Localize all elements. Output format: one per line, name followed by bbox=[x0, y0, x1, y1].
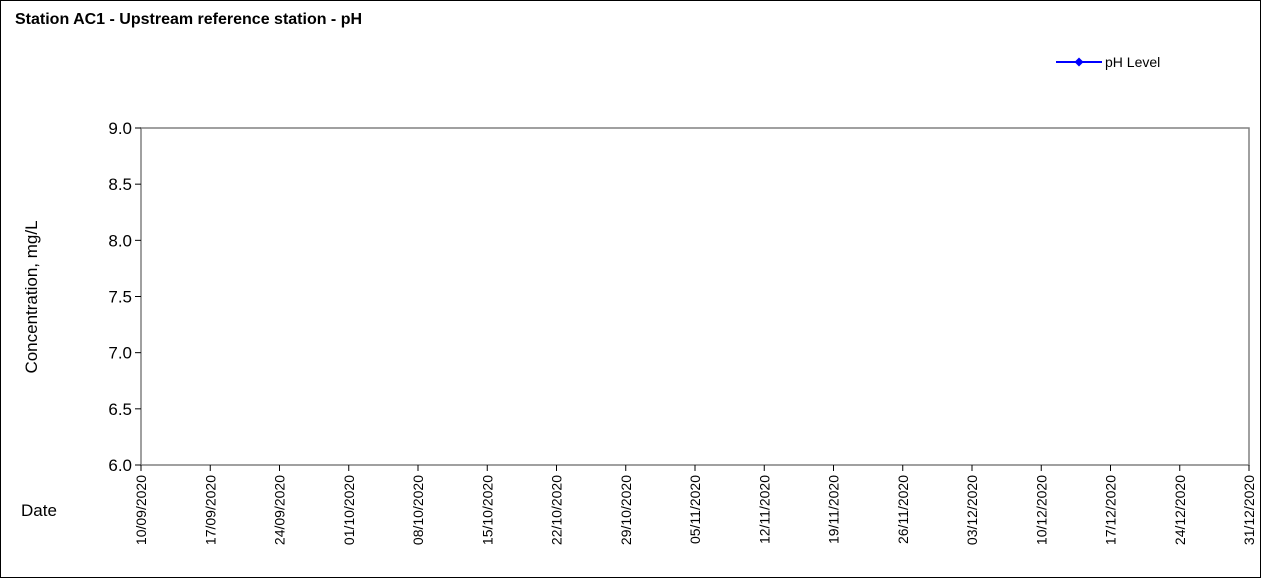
x-tick-label: 31/12/2020 bbox=[1241, 475, 1257, 545]
x-tick-label: 01/10/2020 bbox=[341, 475, 357, 545]
y-tick-label: 8.0 bbox=[108, 231, 132, 250]
y-axis: 6.0 6.5 7.0 7.5 8.0 8.5 9.0 bbox=[108, 119, 141, 475]
y-tick-label: 6.5 bbox=[108, 400, 132, 419]
x-tick-label: 19/11/2020 bbox=[826, 475, 842, 544]
x-tick-label: 15/10/2020 bbox=[479, 475, 495, 545]
plot-area bbox=[140, 127, 1250, 466]
y-tick-label: 7.0 bbox=[108, 344, 132, 363]
x-tick-label: 03/12/2020 bbox=[964, 475, 980, 545]
y-tick-label: 7.5 bbox=[108, 288, 132, 307]
x-tick-label: 10/12/2020 bbox=[1033, 475, 1049, 545]
y-tick-label: 9.0 bbox=[108, 119, 132, 138]
y-tick-label: 8.5 bbox=[108, 175, 132, 194]
x-tick-label: 10/09/2020 bbox=[133, 475, 149, 545]
x-tick-label: 29/10/2020 bbox=[618, 475, 634, 545]
legend-marker bbox=[1074, 57, 1084, 67]
x-tick-label: 17/09/2020 bbox=[202, 475, 218, 545]
x-tick-label: 26/11/2020 bbox=[895, 475, 911, 544]
x-tick-label: 17/12/2020 bbox=[1103, 475, 1119, 545]
x-tick-label: 08/10/2020 bbox=[410, 475, 426, 545]
chart-title: Station AC1 - Upstream reference station… bbox=[15, 11, 362, 28]
x-axis-label: Date bbox=[21, 501, 57, 520]
x-tick-label: 24/09/2020 bbox=[272, 475, 288, 545]
y-axis-label: Concentration, mg/L bbox=[22, 220, 41, 373]
x-tick-label: 22/10/2020 bbox=[549, 475, 565, 545]
x-tick-label: 24/12/2020 bbox=[1172, 475, 1188, 545]
x-tick-label: 05/11/2020 bbox=[687, 475, 703, 544]
x-tick-label: 12/11/2020 bbox=[756, 475, 772, 544]
x-axis: 10/09/2020 17/09/2020 24/09/2020 01/10/2020… bbox=[133, 465, 1257, 545]
y-tick-label: 6.0 bbox=[108, 456, 132, 475]
legend-label-ph-level: pH Level bbox=[1105, 54, 1160, 70]
legend: pH Level bbox=[1056, 54, 1160, 70]
